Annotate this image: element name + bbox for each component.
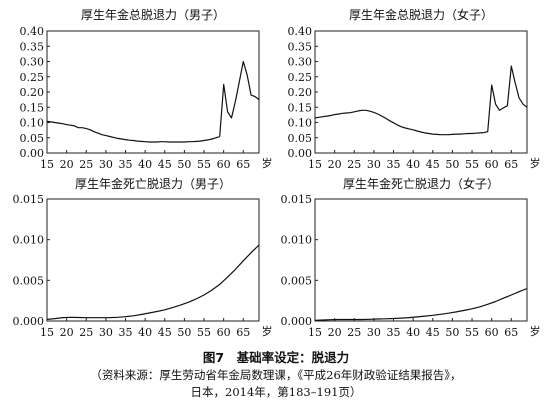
x-tick-label: 30 — [99, 326, 113, 339]
x-axis-unit-label: 岁 — [530, 156, 541, 170]
y-tick-label: 0.000 — [281, 315, 313, 328]
figure-source-line-2: 日本，2014年，第183–191页） — [190, 385, 362, 399]
y-tick-label: 0.10 — [20, 117, 45, 130]
x-tick-label: 20 — [328, 158, 342, 171]
x-tick-label: 25 — [347, 326, 361, 339]
x-tick-label: 45 — [158, 326, 172, 339]
y-tick-label: 0.20 — [20, 86, 45, 99]
x-tick-label: 65 — [236, 158, 250, 171]
x-tick-label: 30 — [99, 158, 113, 171]
y-tick-label: 0.35 — [288, 40, 313, 53]
x-tick-label: 35 — [119, 326, 133, 339]
plot-frame — [314, 30, 528, 154]
x-tick-label: 60 — [485, 326, 499, 339]
series-line — [46, 60, 260, 143]
y-tick-label: 0.30 — [20, 56, 45, 69]
x-tick-label: 50 — [177, 326, 191, 339]
x-tick-label: 40 — [138, 326, 152, 339]
x-tick-label: 60 — [217, 326, 231, 339]
x-tick-label: 50 — [445, 326, 459, 339]
x-tick-label: 20 — [60, 326, 74, 339]
x-tick-label: 25 — [79, 158, 93, 171]
plot-frame — [46, 198, 260, 322]
x-tick-label: 15 — [308, 158, 322, 171]
y-tick-label: 0.40 — [288, 25, 313, 38]
y-tick-label: 0.010 — [281, 234, 313, 247]
x-tick-label: 30 — [367, 326, 381, 339]
series-line — [314, 287, 528, 321]
y-tick-label: 0.25 — [20, 71, 45, 84]
chart-title: 厚生年金死亡脱退力（男子） — [75, 176, 231, 191]
plot-frame — [46, 30, 260, 154]
y-tick-label: 0.015 — [13, 193, 45, 206]
x-tick-label: 35 — [119, 158, 133, 171]
x-tick-label: 50 — [445, 158, 459, 171]
x-tick-label: 60 — [485, 158, 499, 171]
x-tick-label: 60 — [217, 158, 231, 171]
plot-frame — [314, 198, 528, 322]
y-tick-label: 0.15 — [20, 101, 45, 114]
x-tick-label: 30 — [367, 158, 381, 171]
x-tick-label: 20 — [60, 158, 74, 171]
x-tick-label: 55 — [197, 158, 211, 171]
x-tick-label: 25 — [79, 326, 93, 339]
y-tick-label: 0.005 — [13, 274, 45, 287]
y-tick-label: 0.000 — [13, 315, 45, 328]
x-tick-label: 15 — [308, 326, 322, 339]
x-tick-label: 35 — [387, 326, 401, 339]
figure-title: 图7 基础率设定：脱退力 — [202, 350, 350, 365]
x-tick-label: 45 — [426, 326, 440, 339]
x-tick-label: 50 — [177, 158, 191, 171]
y-tick-label: 0.00 — [20, 147, 45, 160]
y-tick-label: 0.30 — [288, 56, 313, 69]
x-tick-label: 15 — [40, 158, 54, 171]
y-tick-label: 0.015 — [281, 193, 313, 206]
x-tick-label: 20 — [328, 326, 342, 339]
x-axis-unit-label: 岁 — [262, 324, 273, 338]
y-tick-label: 0.15 — [288, 101, 313, 114]
chart-panel-1: 厚生年金总脱退力（男子） 0.00 0.05 0.10 0.15 0.20 0.25 0.30… — [20, 7, 273, 171]
figure-source-line-1: （资料来源：厚生劳动省年金局数理课，《平成26年财政验证结果报告》， — [90, 368, 462, 382]
y-tick-label: 0.05 — [20, 132, 45, 145]
chart-title: 厚生年金总脱退力（男子） — [81, 7, 225, 22]
series-line — [46, 244, 260, 320]
x-tick-label: 65 — [504, 326, 518, 339]
chart-panel-4: 厚生年金死亡脱退力（女子） 0.000 0.005 0.010 0.015 15 20 25 3… — [281, 176, 541, 339]
x-tick-label: 40 — [406, 326, 420, 339]
y-tick-label: 0.40 — [20, 25, 45, 38]
chart-title: 厚生年金总脱退力（女子） — [349, 7, 493, 22]
x-tick-label: 65 — [236, 326, 250, 339]
y-tick-label: 0.005 — [281, 274, 313, 287]
x-axis-unit-label: 岁 — [262, 156, 273, 170]
x-tick-label: 45 — [426, 158, 440, 171]
y-tick-label: 0.20 — [288, 86, 313, 99]
chart-title: 厚生年金死亡脱退力（女子） — [343, 176, 499, 191]
x-axis-unit-label: 岁 — [530, 324, 541, 338]
x-tick-label: 40 — [138, 158, 152, 171]
y-tick-label: 0.25 — [288, 71, 313, 84]
y-tick-label: 0.010 — [13, 234, 45, 247]
x-tick-label: 55 — [465, 326, 479, 339]
x-tick-label: 40 — [406, 158, 420, 171]
x-tick-label: 15 — [40, 326, 54, 339]
x-tick-label: 55 — [465, 158, 479, 171]
x-tick-label: 35 — [387, 158, 401, 171]
chart-panel-2: 厚生年金总脱退力（女子） 0.00 0.05 0.10 0.15 0.20 0.25 0.30… — [288, 7, 541, 171]
y-tick-label: 0.00 — [288, 147, 313, 160]
y-tick-label: 0.10 — [288, 117, 313, 130]
x-tick-label: 25 — [347, 158, 361, 171]
x-tick-label: 45 — [158, 158, 172, 171]
x-tick-label: 55 — [197, 326, 211, 339]
y-tick-label: 0.05 — [288, 132, 313, 145]
chart-panel-3: 厚生年金死亡脱退力（男子） 0.000 0.005 0.010 0.015 15 20 25 3… — [13, 176, 273, 339]
x-tick-label: 65 — [504, 158, 518, 171]
y-tick-label: 0.35 — [20, 40, 45, 53]
series-line — [314, 65, 528, 136]
